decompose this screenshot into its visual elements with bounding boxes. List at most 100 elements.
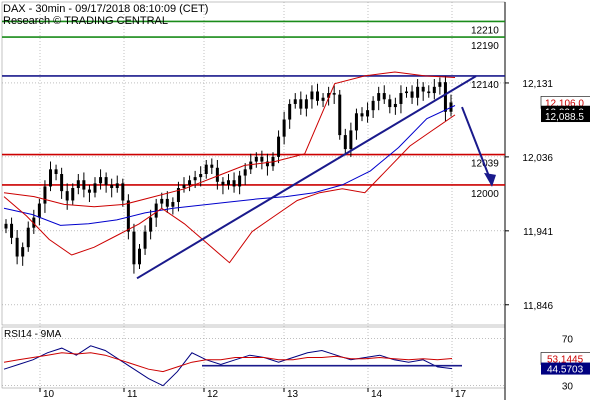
- candle-body: [366, 110, 370, 117]
- candle-body: [37, 203, 41, 218]
- candle-body: [310, 91, 314, 100]
- candle-body: [321, 97, 325, 101]
- candle-body: [388, 99, 392, 108]
- rsi-tag-box: [541, 362, 590, 375]
- upper-bollinger-band: [3, 71, 456, 208]
- candle-body: [199, 174, 203, 178]
- candle-body: [354, 113, 358, 131]
- forecast-arrow-shaft: [461, 106, 491, 180]
- candle-body: [316, 91, 319, 101]
- candle-body: [427, 91, 431, 94]
- candle-body: [49, 169, 52, 187]
- candle-body: [265, 161, 269, 167]
- candle-body: [304, 99, 308, 109]
- chart-subtitle: Research © TRADING CENTRAL: [3, 15, 168, 27]
- price-tick-label: 12,036: [522, 153, 553, 164]
- candle-body: [176, 188, 180, 203]
- candle-body: [182, 184, 186, 189]
- chart-title: DAX - 30min - 09/17/2018 08:10:09 (CET): [3, 3, 209, 15]
- trendline: [136, 75, 477, 280]
- candle-body: [221, 181, 225, 185]
- candle-body: [204, 164, 208, 175]
- candle-body: [160, 198, 164, 204]
- price-tag-label: 12,106.0: [545, 98, 584, 109]
- candle-body: [293, 99, 297, 104]
- candle-body: [126, 200, 130, 232]
- candle-body: [143, 231, 147, 249]
- candle-body: [54, 169, 58, 175]
- candle-body: [238, 175, 242, 187]
- candle-body: [227, 180, 230, 185]
- price-panel-frame: [1, 1, 506, 326]
- candle-body: [110, 184, 114, 189]
- candle-body: [327, 93, 331, 98]
- candle-body: [149, 217, 153, 232]
- candle-body: [410, 91, 414, 98]
- candle-body: [60, 174, 64, 192]
- candle-body: [421, 86, 425, 92]
- price-tick-label: 12,131: [522, 79, 553, 90]
- candle-body: [15, 237, 19, 257]
- x-tick-label: 10: [43, 389, 55, 400]
- candle-body: [165, 198, 169, 207]
- candle-body: [416, 86, 420, 98]
- rsi-tag-label: 44.5703: [547, 365, 584, 376]
- candle-body: [438, 82, 442, 87]
- forecast-arrow-head: [484, 172, 496, 187]
- candle-body: [87, 189, 91, 193]
- candle-body: [76, 180, 80, 189]
- candle-body: [288, 103, 292, 120]
- lower-bollinger-band: [3, 114, 456, 264]
- candle-body: [99, 177, 103, 184]
- candle-body: [10, 223, 14, 238]
- price-tag-label: 12,088.5: [545, 112, 584, 123]
- price-tick-label: 11,941: [523, 227, 553, 238]
- x-tick-label: 17: [455, 389, 467, 400]
- rsi-tick-label: 30: [562, 382, 574, 393]
- candle-body: [104, 177, 108, 185]
- candle-body: [210, 164, 214, 168]
- candle-body: [71, 188, 75, 201]
- candle-body: [82, 180, 86, 190]
- candle-body: [215, 167, 219, 182]
- moving-average-line: [3, 105, 456, 226]
- candle-body: [121, 183, 125, 201]
- candle-body: [371, 100, 375, 111]
- candle-body: [299, 99, 303, 109]
- level-label: 12210: [471, 25, 499, 36]
- candle-body: [43, 186, 47, 204]
- rsi-panel-title: RSI14 - 9MA: [4, 329, 62, 340]
- candle-body: [21, 247, 25, 257]
- x-tick-label: 14: [371, 389, 383, 400]
- candle-body: [93, 183, 97, 193]
- candle-body: [132, 231, 136, 265]
- candle-body: [171, 202, 175, 207]
- candle-body: [260, 156, 264, 162]
- candle-body: [138, 248, 141, 265]
- x-tick-label: 13: [287, 389, 299, 400]
- candle-body: [393, 103, 397, 108]
- level-label: 12190: [471, 41, 499, 52]
- candle-body: [26, 227, 30, 248]
- candle-body: [4, 223, 8, 229]
- rsi-tick-label: 70: [562, 335, 574, 346]
- candle-body: [405, 91, 408, 94]
- candle-body: [193, 177, 197, 181]
- price-tag-box: [541, 110, 590, 123]
- x-tick-label: 12: [207, 389, 219, 400]
- candle-body: [432, 86, 436, 94]
- rsi-tag-label: 53.1445: [547, 355, 584, 366]
- candle-body: [277, 136, 281, 157]
- candle-body: [232, 180, 236, 187]
- candle-body: [343, 135, 347, 150]
- candle-body: [243, 169, 247, 176]
- level-label: 12140: [471, 80, 499, 91]
- level-label: 12000: [471, 189, 499, 200]
- candle-body: [115, 183, 119, 189]
- price-tick-label: 11,846: [523, 301, 553, 312]
- candle-body: [377, 93, 381, 101]
- candle-body: [338, 94, 342, 136]
- candle-body: [282, 119, 286, 137]
- candle-body: [188, 180, 192, 185]
